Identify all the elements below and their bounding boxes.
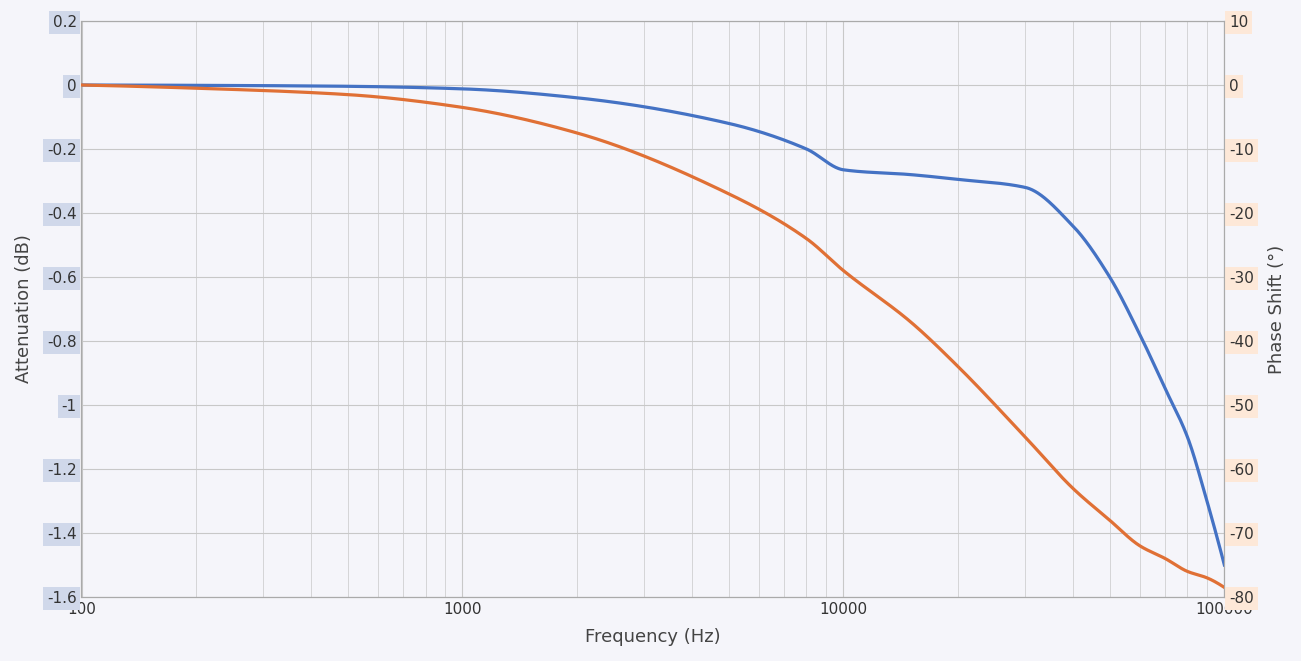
- Y-axis label: Attenuation (dB): Attenuation (dB): [16, 235, 33, 383]
- X-axis label: Frequency (Hz): Frequency (Hz): [585, 628, 721, 646]
- Y-axis label: Phase Shift (°): Phase Shift (°): [1268, 245, 1285, 373]
